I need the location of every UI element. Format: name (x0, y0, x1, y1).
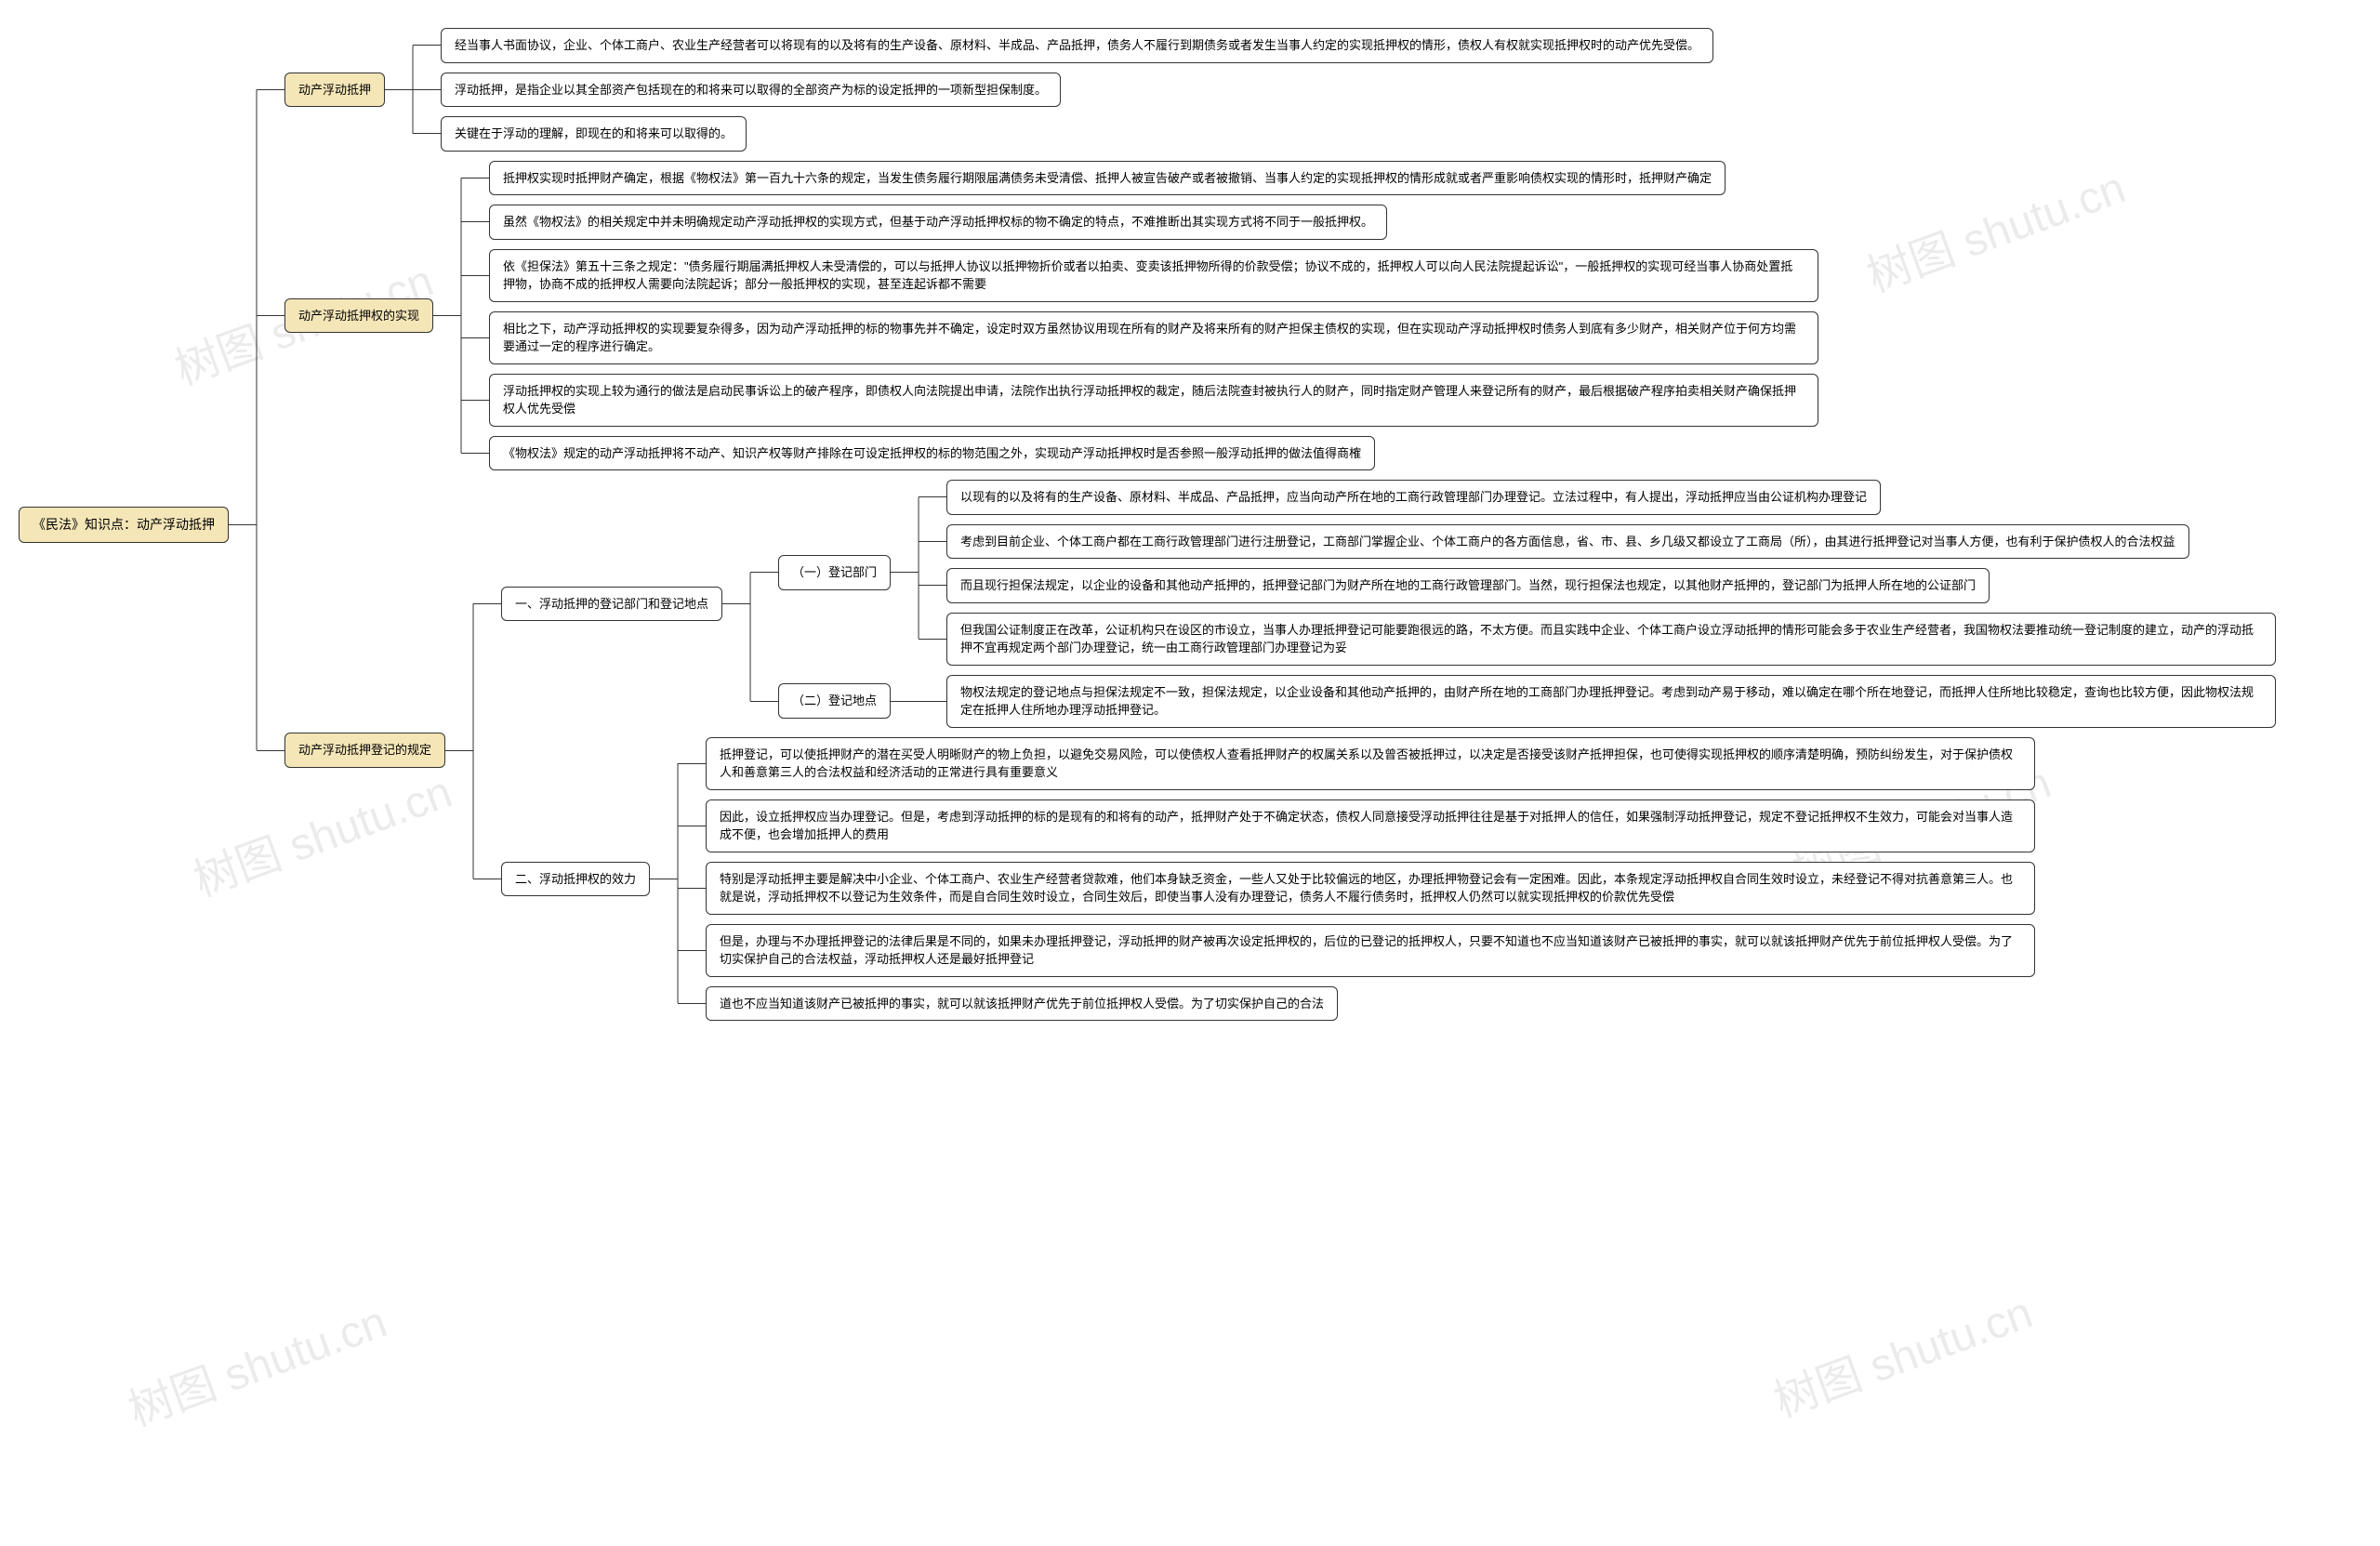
root-node: 《民法》知识点：动产浮动抵押 (19, 507, 229, 543)
leaf: 因此，设立抵押权应当办理登记。但是，考虑到浮动抵押的标的是现有的和将有的动产，抵… (706, 799, 2035, 852)
n3-children: 一、浮动抵押的登记部门和登记地点 （一）登记部门 (473, 480, 2276, 1021)
n1-children: 经当事人书面协议，企业、个体工商户、农业生产经营者可以将现有的以及将有的生产设备… (413, 28, 1713, 152)
leaf: 特别是浮动抵押主要是解决中小企业、个体工商户、农业生产经营者贷款难，他们本身缺乏… (706, 862, 2035, 915)
n2-children: 抵押权实现时抵押财产确定，根据《物权法》第一百九十六条的规定，当发生债务履行期限… (461, 161, 1818, 471)
leaf: 经当事人书面协议，企业、个体工商户、农业生产经营者可以将现有的以及将有的生产设备… (441, 28, 1713, 63)
leaf: 考虑到目前企业、个体工商户都在工商行政管理部门进行注册登记，工商部门掌握企业、个… (946, 524, 2189, 560)
leaf: 《物权法》规定的动产浮动抵押将不动产、知识产权等财产排除在可设定抵押权的标的物范… (489, 436, 1375, 471)
node-reg-dept: （一）登记部门 (778, 555, 891, 590)
node-effect: 二、浮动抵押权的效力 (501, 862, 650, 897)
leaf: 抵押权实现时抵押财产确定，根据《物权法》第一百九十六条的规定，当发生债务履行期限… (489, 161, 1726, 196)
leaf: 虽然《物权法》的相关规定中并未明确规定动产浮动抵押权的实现方式，但基于动产浮动抵… (489, 205, 1387, 240)
leaf: 相比之下，动产浮动抵押权的实现要复杂得多，因为动产浮动抵押的标的物事先并不确定，… (489, 311, 1818, 364)
leaf: 而且现行担保法规定，以企业的设备和其他动产抵押的，抵押登记部门为财产所在地的工商… (946, 568, 1990, 603)
n3_1_1-children: 以现有的以及将有的生产设备、原材料、半成品、产品抵押，应当向动产所在地的工商行政… (919, 480, 2276, 666)
leaf: 依《担保法》第五十三条之规定："债务履行期届满抵押权人未受清偿的，可以与抵押人协… (489, 249, 1818, 302)
n3_1_2-children: 物权法规定的登记地点与担保法规定不一致，担保法规定，以企业设备和其他动产抵押的，… (919, 675, 2276, 728)
n3_1-children: （一）登记部门 以现有的以及将有的生产设备、原材料、半成品、产品抵押，应当向动产… (750, 480, 2276, 728)
node-registration: 动产浮动抵押登记的规定 (284, 733, 445, 768)
watermark: 树图 shutu.cn (118, 1285, 394, 1438)
leaf: 物权法规定的登记地点与担保法规定不一致，担保法规定，以企业设备和其他动产抵押的，… (946, 675, 2276, 728)
node-floating-mortgage: 动产浮动抵押 (284, 73, 385, 108)
leaf: 抵押登记，可以使抵押财产的潜在买受人明晰财产的物上负担，以避免交易风险，可以使债… (706, 737, 2035, 790)
level2-list: 动产浮动抵押 经当事人书面协议，企业、个体工商户、农业生产经营者可以将现有的以及… (257, 28, 2276, 1021)
leaf: 浮动抵押，是指企业以其全部资产包括现在的和将来可以取得的全部资产为标的设定抵押的… (441, 73, 1061, 108)
leaf: 浮动抵押权的实现上较为通行的做法是启动民事诉讼上的破产程序，即债权人向法院提出申… (489, 374, 1818, 427)
leaf: 关键在于浮动的理解，即现在的和将来可以取得的。 (441, 116, 747, 152)
node-reg-location: （二）登记地点 (778, 683, 891, 719)
leaf: 道也不应当知道该财产已被抵押的事实，就可以就该抵押财产优先于前位抵押权人受偿。为… (706, 986, 1338, 1022)
leaf: 但我国公证制度正在改革，公证机构只在设区的市设立，当事人办理抵押登记可能要跑很远… (946, 613, 2276, 666)
n3_2-children: 抵押登记，可以使抵押财产的潜在买受人明晰财产的物上负担，以避免交易风险，可以使债… (678, 737, 2035, 1022)
root-group: 《民法》知识点：动产浮动抵押 动产浮动抵押 经当事人书面协议，企业、个体工商户、… (19, 28, 2276, 1021)
leaf: 以现有的以及将有的生产设备、原材料、半成品、产品抵押，应当向动产所在地的工商行政… (946, 480, 1881, 515)
watermark: 树图 shutu.cn (1764, 1275, 2040, 1429)
node-reg-dept-location: 一、浮动抵押的登记部门和登记地点 (501, 587, 722, 622)
leaf: 但是，办理与不办理抵押登记的法律后果是不同的，如果未办理抵押登记，浮动抵押的财产… (706, 924, 2035, 977)
node-realization: 动产浮动抵押权的实现 (284, 298, 433, 334)
